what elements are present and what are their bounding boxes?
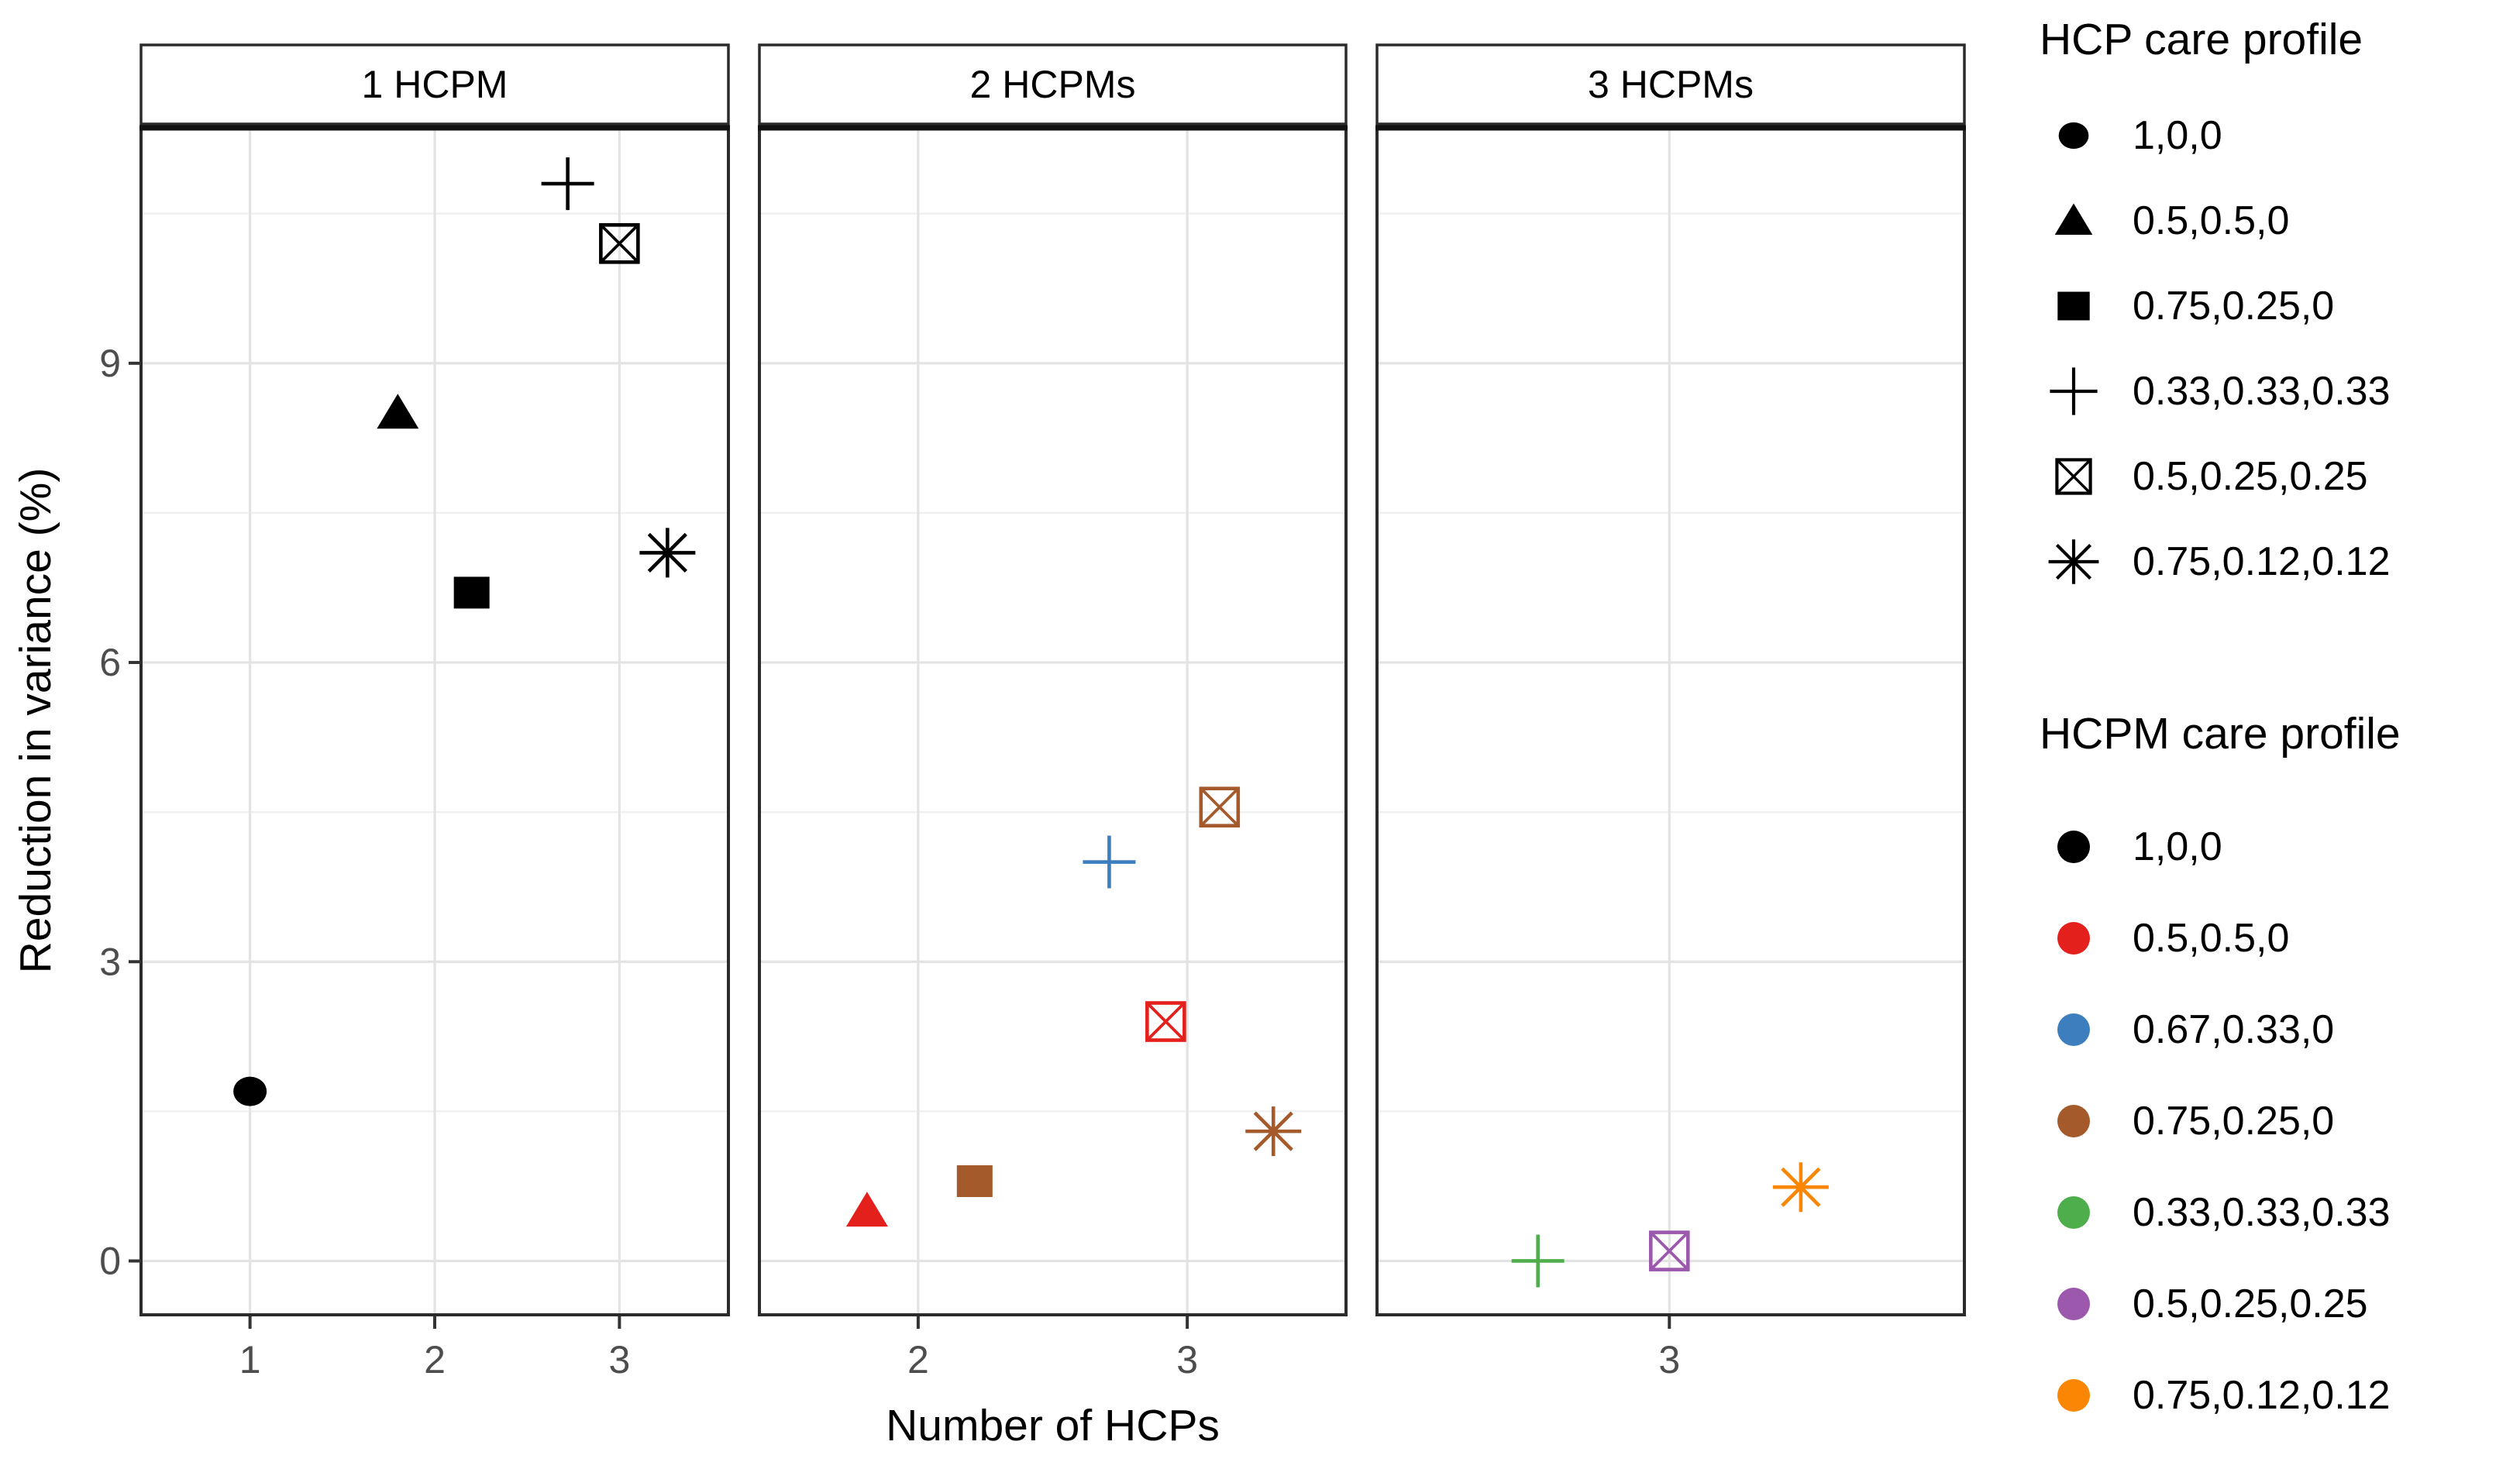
legend-item-label: 0.75,0.25,0: [2133, 1099, 2335, 1144]
color-dot-icon: [2057, 1196, 2090, 1229]
square-marker-icon: [2057, 291, 2090, 321]
data-point-plus: [2050, 367, 2098, 415]
x-axis-title: Number of HCPs: [886, 1401, 1220, 1450]
facet-title: 1 HCPM: [362, 63, 508, 106]
legend-item-label: 0.75,0.12,0.12: [2133, 1373, 2391, 1418]
data-point-square: [956, 1165, 993, 1197]
legend-hcp-care-profile: HCP care profile 1,0,0 0.5,0.5,0 0.75,0.25…: [2040, 12, 2517, 604]
data-point-square: [453, 576, 490, 609]
legend-items: 1,0,0 0.5,0.5,0 0.67,0.33,0 0.75,0.25,0 0.33…: [2040, 761, 2517, 1441]
legend-title: HCPM care profile: [2040, 709, 2401, 759]
legend-item: 0.75,0.12,0.12: [2040, 1350, 2517, 1441]
data-point-circle: [233, 1076, 267, 1106]
legend-item-label: 0.67,0.33,0: [2133, 1007, 2335, 1052]
legend-item: 0.67,0.33,0: [2040, 984, 2517, 1075]
data-point-asterisk: [639, 528, 696, 578]
scatter-plot-svg: 1 HCPM 1 2 3 2 HCPMs 2 3 3 HCPMs 3 0 3 6 9: [99, 43, 1966, 1381]
x-tick-label: 1: [239, 1338, 261, 1381]
data-point-plus: [1083, 835, 1136, 889]
legend-item-label: 0.5,0.5,0: [2133, 916, 2290, 961]
x-tick-label: 3: [1176, 1338, 1198, 1381]
panel-area: [759, 128, 1346, 1315]
legend-item: 0.33,0.33,0.33: [2040, 349, 2517, 434]
legend-item: 0.75,0.25,0: [2040, 263, 2517, 349]
plus-marker-icon: [2050, 367, 2098, 415]
color-dot-icon: [2057, 1013, 2090, 1046]
data-point-asterisk: [2048, 539, 2099, 584]
data-point-plus: [1511, 1234, 1565, 1288]
color-dot-icon: [2057, 1105, 2090, 1137]
facet-strip: [139, 43, 730, 126]
data-point-triangle: [2054, 203, 2093, 235]
panel-area: [1377, 128, 1964, 1315]
legend-item: 0.75,0.25,0: [2040, 1075, 2517, 1167]
legend-item: 0.5,0.5,0: [2040, 893, 2517, 984]
data-point-circle: [2058, 122, 2089, 150]
legend-item-label: 0.5,0.5,0: [2133, 198, 2290, 243]
x-tick-label: 2: [424, 1338, 446, 1381]
data-point-square: [2057, 291, 2090, 321]
legend-item-label: 0.33,0.33,0.33: [2133, 369, 2391, 414]
legend-item-label: 0.75,0.12,0.12: [2133, 539, 2391, 584]
x-tick-label: 2: [907, 1338, 929, 1381]
legend-title: HCP care profile: [2040, 15, 2363, 64]
legend-item: 0.5,0.5,0: [2040, 178, 2517, 263]
legend-item-label: 0.5,0.25,0.25: [2133, 454, 2368, 499]
data-point-box-x: [1648, 1230, 1690, 1271]
y-tick-label: 9: [99, 342, 121, 385]
facet-title: 3 HCPMs: [1588, 63, 1754, 106]
legend-item-label: 0.75,0.25,0: [2133, 284, 2335, 329]
facet-strip: [1375, 43, 1966, 126]
legend-item: 1,0,0: [2040, 801, 2517, 893]
data-point-box-x: [1199, 786, 1241, 828]
color-dot-icon: [2057, 831, 2090, 863]
facet-title: 2 HCPMs: [970, 63, 1136, 106]
facet-strip: [758, 43, 1348, 126]
triangle-marker-icon: [2054, 203, 2093, 235]
legend-item: 0.5,0.25,0.25: [2040, 1258, 2517, 1350]
color-dot-icon: [2057, 1288, 2090, 1320]
legend-item-label: 0.33,0.33,0.33: [2133, 1190, 2391, 1235]
y-tick-label: 3: [99, 940, 121, 983]
x-tick-label: 3: [608, 1338, 630, 1381]
legend-items: 1,0,0 0.5,0.5,0 0.75,0.25,0 0.33,0.33,0.33 0…: [2040, 67, 2517, 604]
asterisk-marker-icon: [2048, 539, 2099, 584]
legend-item: 1,0,0: [2040, 93, 2517, 178]
data-point-asterisk: [1772, 1162, 1829, 1213]
legend-item: 0.5,0.25,0.25: [2040, 434, 2517, 519]
legend-item-label: 1,0,0: [2133, 824, 2222, 869]
y-tick-label: 0: [99, 1239, 121, 1282]
circle-marker-icon: [2058, 122, 2089, 150]
legend-item-label: 1,0,0: [2133, 113, 2222, 158]
legend-item-label: 0.5,0.25,0.25: [2133, 1282, 2368, 1326]
data-point-plus: [541, 157, 594, 211]
x-tick-label: 3: [1658, 1338, 1680, 1381]
color-dot-icon: [2057, 922, 2090, 955]
legend-hcpm-care-profile: HCPM care profile 1,0,0 0.5,0.5,0 0.67,0.3…: [2040, 707, 2517, 1441]
data-point-triangle: [377, 394, 419, 429]
data-point-asterisk: [1245, 1106, 1302, 1157]
data-point-box-x: [2055, 458, 2092, 495]
data-point-box-x: [1145, 1001, 1186, 1042]
legend-item: 0.33,0.33,0.33: [2040, 1167, 2517, 1258]
y-axis-title: Reduction in variance (%): [11, 467, 60, 974]
y-tick-label: 6: [99, 641, 121, 684]
data-point-box-x: [599, 223, 640, 264]
legend-item: 0.75,0.12,0.12: [2040, 519, 2517, 604]
color-dot-icon: [2057, 1379, 2090, 1412]
data-point-triangle: [845, 1192, 888, 1227]
box-x-marker-icon: [2055, 458, 2092, 495]
